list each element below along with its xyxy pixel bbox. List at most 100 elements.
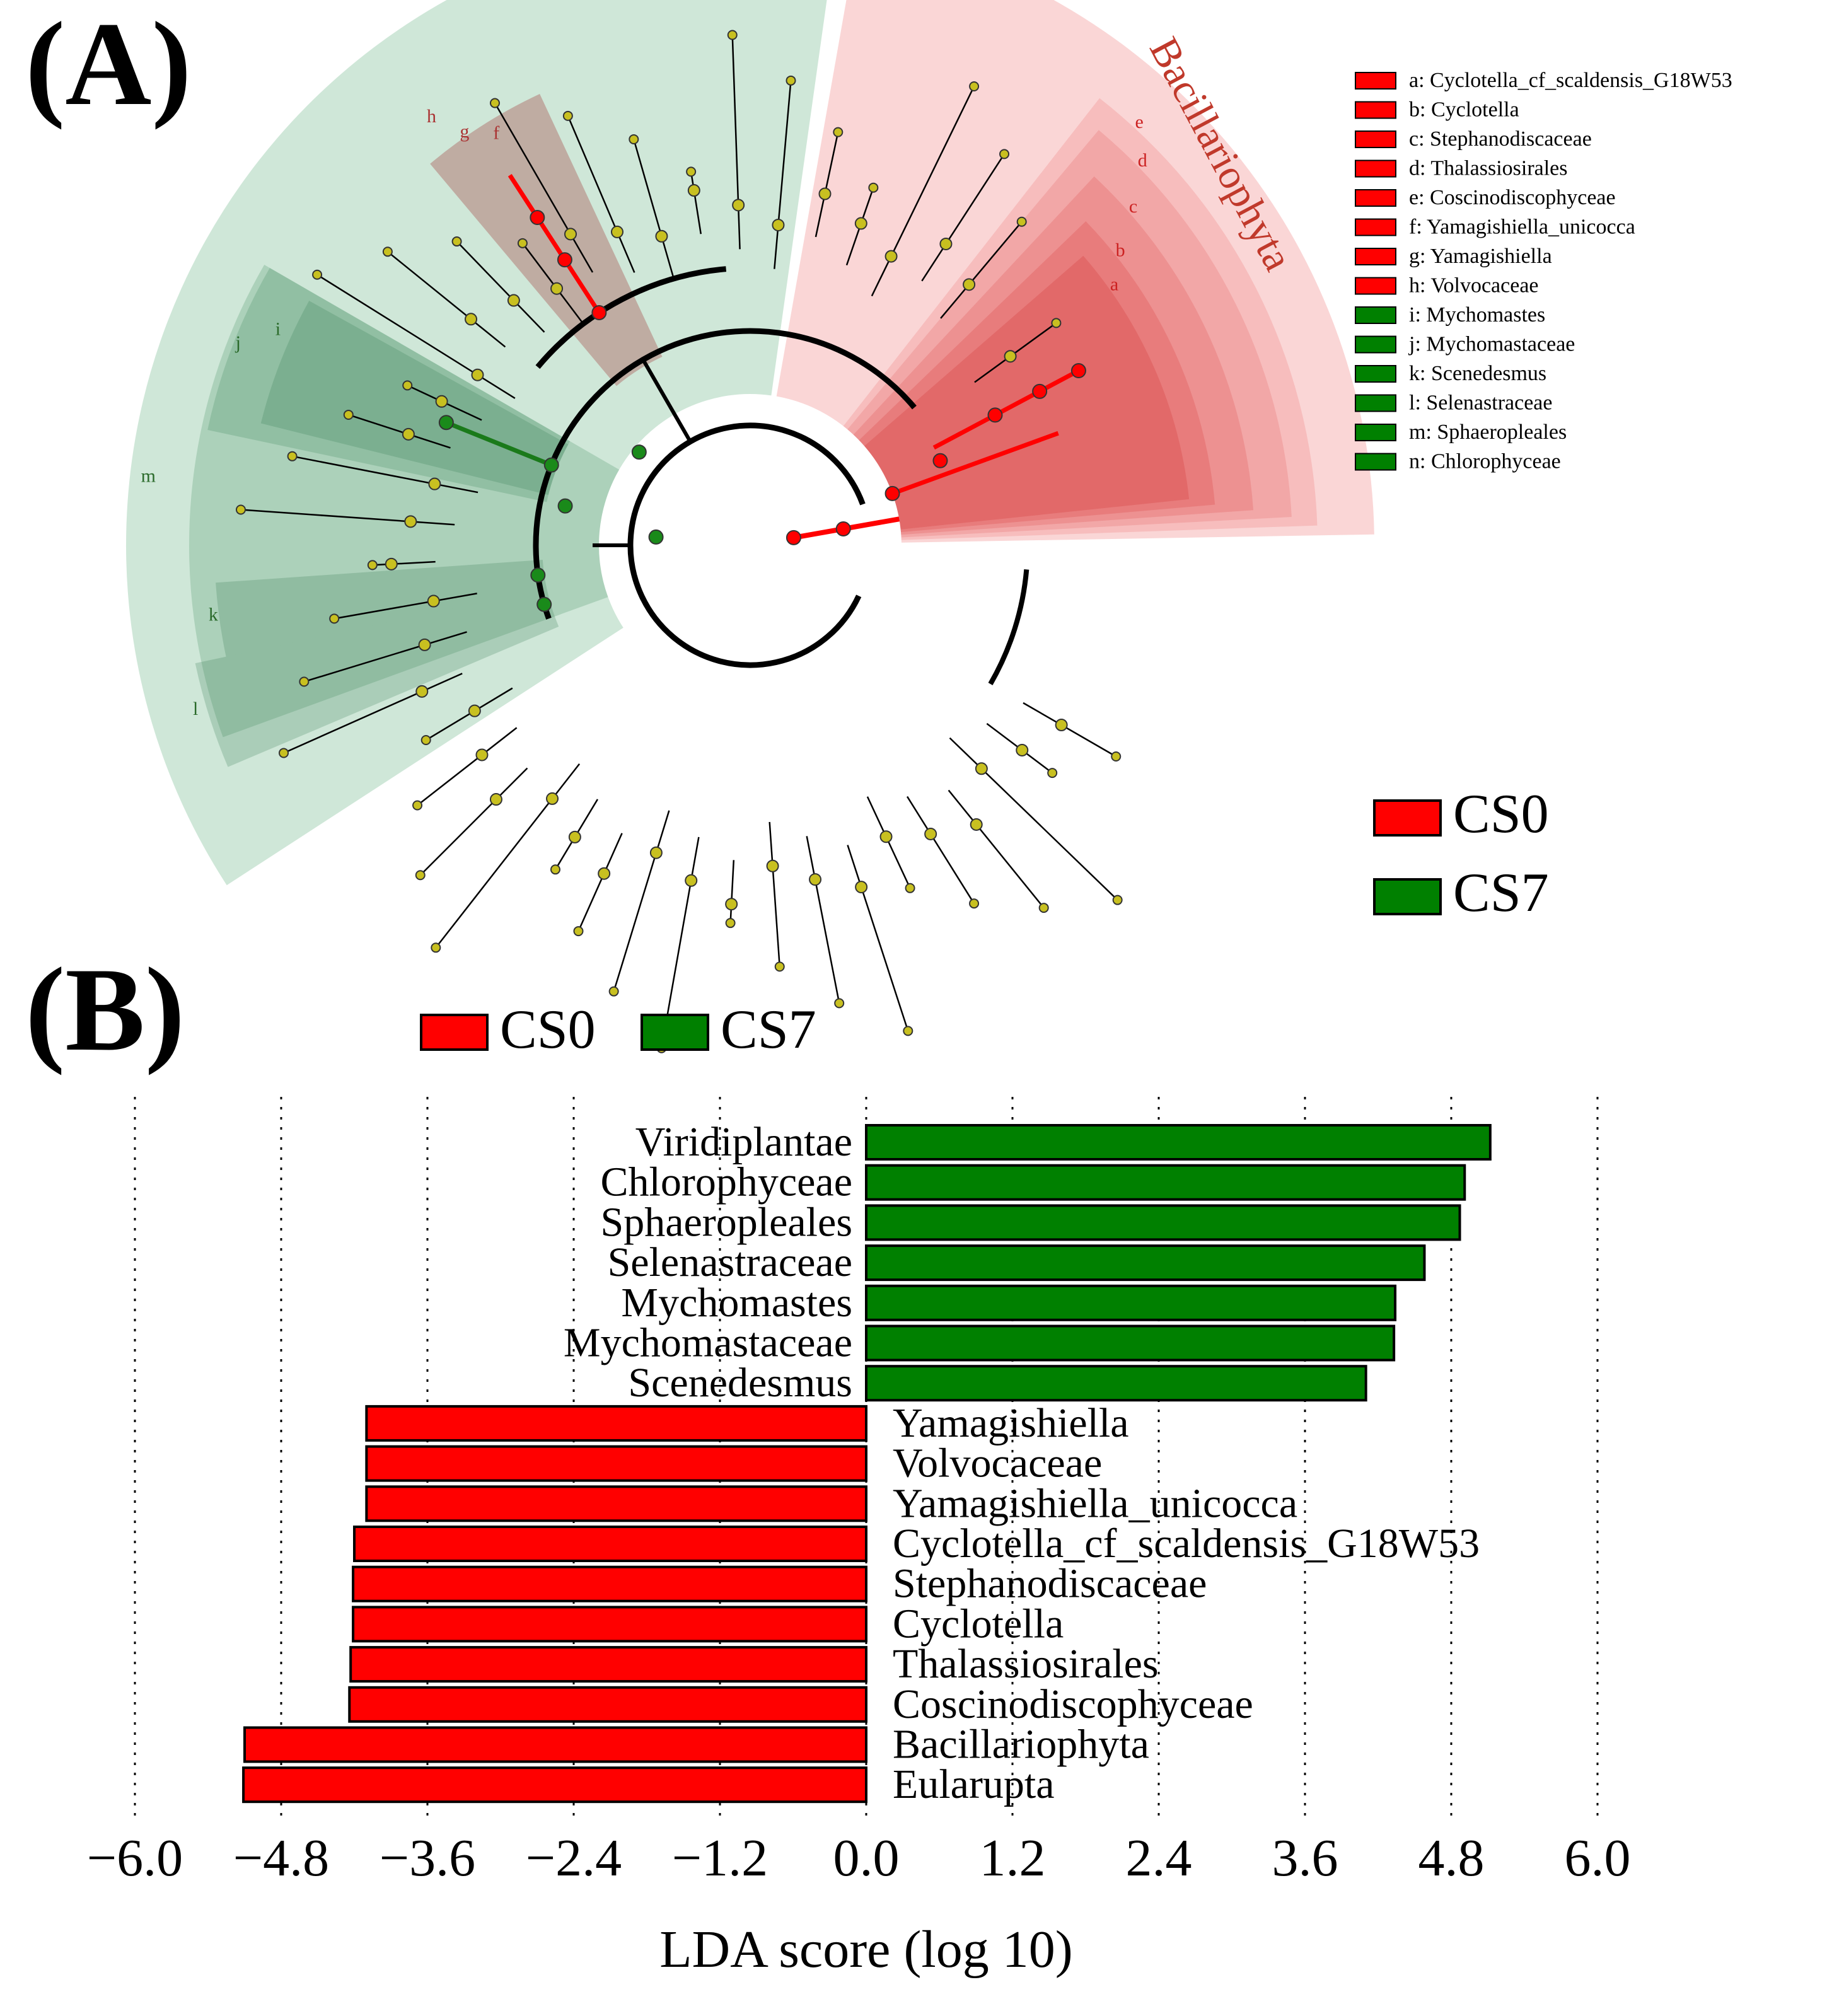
legend-swatch-m [1355,424,1396,441]
viridiplantae-node [631,444,647,460]
leaf-node [507,294,520,307]
thalassiosirales-node [932,453,948,468]
clade-letter-b: b [1116,240,1125,260]
mychomastaceae-branch [445,420,553,467]
bacillariophyta-node [835,521,851,536]
x-tick-label: 2.4 [1126,1829,1192,1887]
bar-label: Bacillariophyta [893,1722,1149,1768]
leaf-node [428,477,441,490]
tree-branch [303,631,467,683]
leaf-node [905,883,915,893]
leaf-node [939,237,953,250]
clade-highlight-mychomastes [260,301,569,495]
clade-highlight-chlorophyceae [126,0,827,886]
leaf-node [725,898,738,911]
coscinodiscophyceae-node [884,485,900,501]
leaf-node [924,827,937,840]
bar-label: Stephanodiscaceae [893,1561,1207,1607]
lda-bar-chart: −6.0 −4.8 −3.6 −2.4 −1.2 0.0 1.2 2.4 3.6 4.8 6.0 LD… [87,999,1631,1979]
legend-swatch-c [1355,130,1396,148]
bar [865,1365,1367,1402]
bar-label: Viridiplantae [635,1119,852,1165]
legend-label-a: a: Cyclotella_cf_scaldensis_G18W53 [1409,69,1732,92]
leaf-node [969,898,980,909]
chart-legend-label-cs0: CS0 [500,999,596,1060]
cyclotella-node [1032,383,1048,399]
chart-legend-swatch-cs7 [641,1014,709,1051]
legend-swatch-d [1355,159,1396,178]
selenastraceae-node [536,596,552,612]
leaf-node [517,238,528,248]
leaf-node [687,184,700,197]
cladogram-panel: abcdefghijklmnBacillariophyta [126,0,1374,1053]
tree-branch [774,80,792,269]
leaf-node [975,762,988,775]
clade-highlight-b [859,221,1215,533]
leaf-node [1038,903,1049,913]
bar-label: Cyclotella [893,1601,1064,1647]
leaf-node [833,127,844,137]
yamagishiella-unicocca-node [530,210,545,226]
leaf-node [1051,318,1062,328]
x-axis-label: LDA score (log 10) [659,1920,1073,1979]
legend-label-h: h: Volvocaceae [1409,274,1539,298]
leaf-node [385,557,398,571]
tree-branch [494,102,594,273]
clade-letter-j: j [235,332,241,353]
leaf-node [685,874,698,887]
clade-highlight-scenedesmus [216,560,547,657]
leaf-node [475,748,489,762]
legend-swatch-g [1355,248,1396,265]
mychomastaceae-node [543,457,559,473]
leaf-node [772,218,785,231]
legend-label-d: d: Thalassiosirales [1409,157,1568,180]
tree-branch [633,139,675,279]
bar-label: Eularupta [893,1761,1055,1807]
legend-label-j: j: Mychomastaceae [1408,333,1575,356]
x-tick-label: 4.8 [1418,1829,1485,1887]
clade-letter-h: h [427,106,436,127]
leaf-node [468,704,481,717]
legend-swatch-e [1355,189,1396,207]
leaf-node [629,134,639,144]
leaf-node [420,735,431,746]
bar [865,1164,1466,1201]
bar [352,1565,867,1602]
legend-swatch-n [1355,453,1396,471]
leaf-node [884,250,898,263]
bar [349,1646,867,1683]
bar [865,1204,1461,1241]
yamagishiella-node [557,252,572,268]
leaf-node [608,986,619,997]
leaf-node [573,926,584,937]
x-tick-label: 6.0 [1565,1829,1631,1887]
legend-swatch-b [1355,101,1396,119]
leaf-node [367,560,378,571]
x-tick-label: 0.0 [833,1829,900,1887]
leaf-node [312,269,323,280]
bar-label: Volvocaceae [893,1440,1102,1486]
tree-branch [974,322,1057,383]
leaf-node [568,830,581,843]
tree-branch [768,821,780,967]
bar [243,1726,867,1763]
leaf-node [404,515,417,528]
tree-branch [661,837,700,1048]
group-swatch-cs0 [1373,799,1442,837]
bar [865,1124,1492,1161]
bar-label: Thalassiosirales [893,1641,1159,1687]
bar-label: Mychomastaceae [564,1320,852,1366]
panel-a-label: (A) [25,0,192,130]
tree-branch [1023,702,1116,758]
leaf-node [343,409,354,420]
leaf-node [329,613,340,624]
leaf-node [786,75,796,86]
leaf-node [834,998,845,1009]
tree-branch [292,455,478,494]
leaf-node [235,504,246,515]
leaf-node [490,98,500,108]
legend-label-k: k: Scenedesmus [1409,362,1546,385]
legend-swatch-k [1355,365,1396,383]
leaf-node [1047,768,1058,779]
clade-letter-a: a [1110,274,1118,295]
